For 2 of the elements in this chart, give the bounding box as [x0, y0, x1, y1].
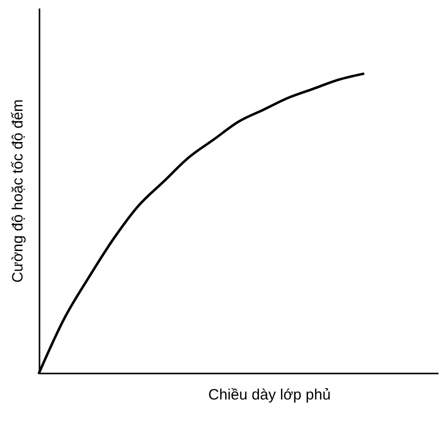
x-axis-title: Chiều dày lớp phủ: [208, 386, 331, 404]
y-axis-title: Cường độ hoặc tốc độ đếm: [10, 99, 26, 283]
